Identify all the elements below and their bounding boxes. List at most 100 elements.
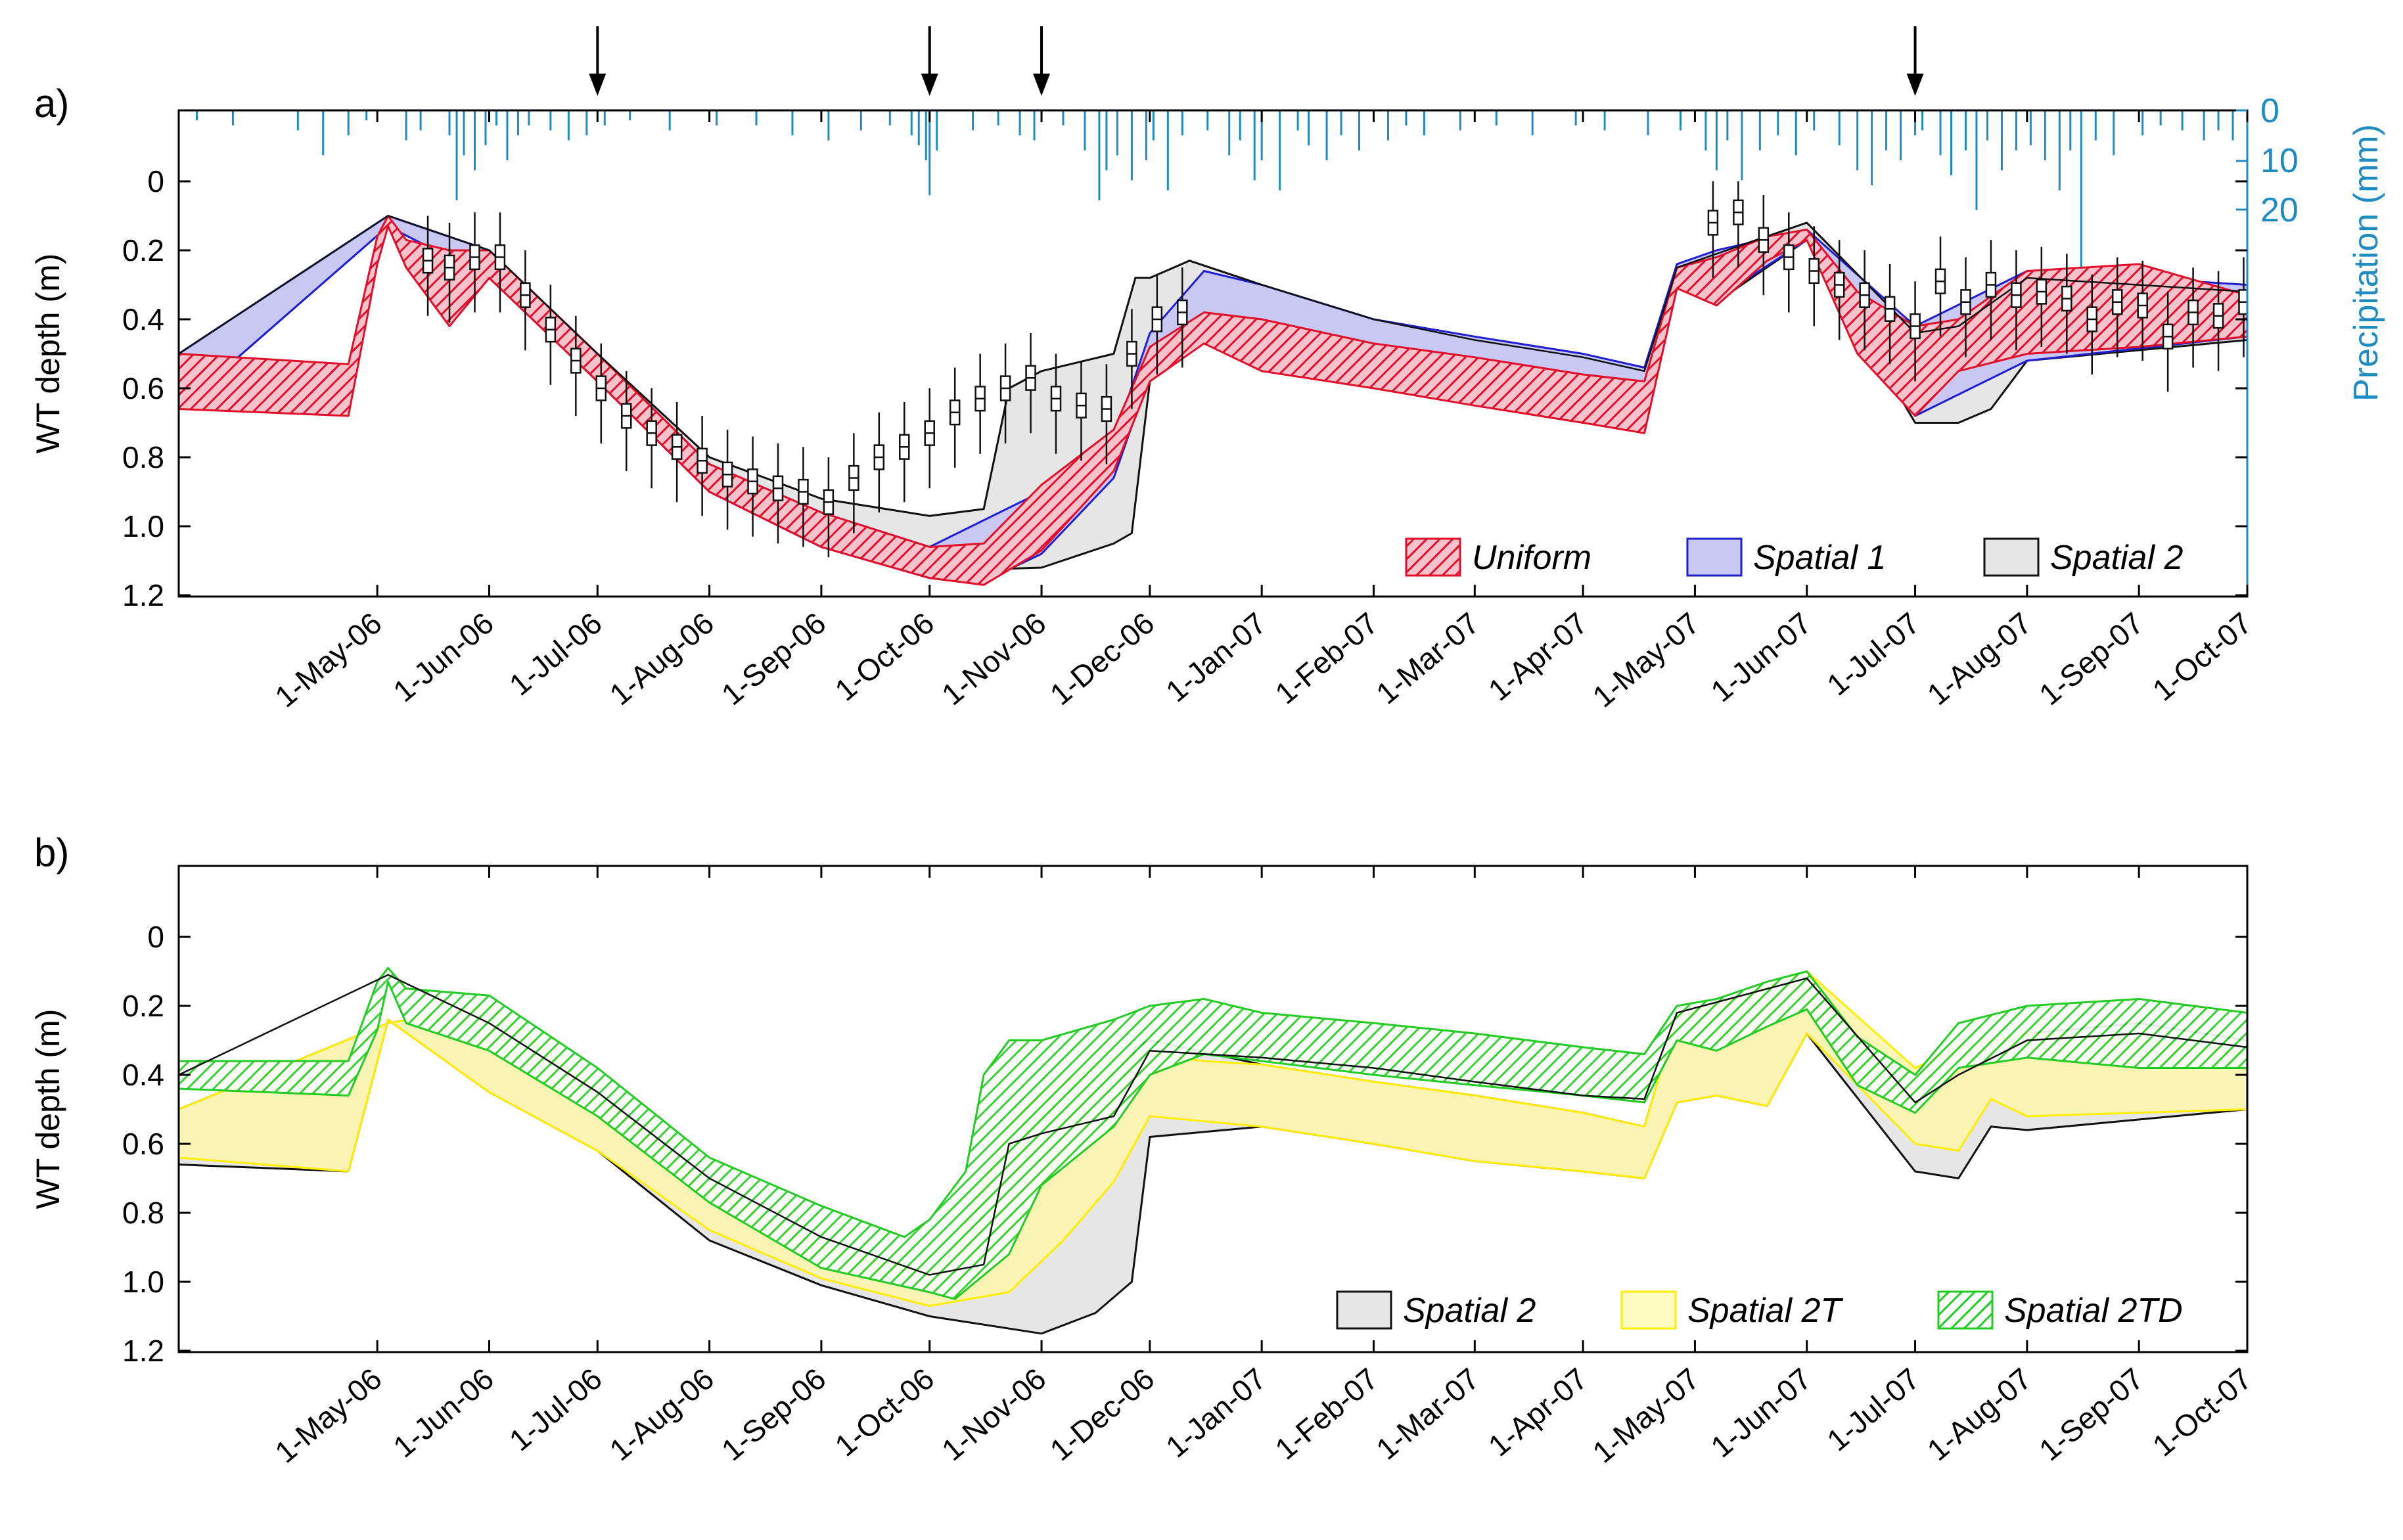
panel-a: a) 00.20.40.60.81.01.2 1-May-061-Jun-06 1… [30, 26, 2385, 714]
b-xtick-label-4: 1-Sep-06 [715, 1361, 832, 1467]
boxplot-11 [697, 416, 708, 516]
b-ytick-label-6: 1.2 [122, 1334, 164, 1368]
a-ytick-label-3: 0.6 [122, 371, 164, 405]
b-xtick-label-5: 1-Oct-06 [829, 1361, 941, 1463]
b-ytick-label-3: 0.6 [122, 1127, 164, 1161]
a-xtick-label-8: 1-Jan-07 [1159, 606, 1273, 709]
b-xtick-label-1: 1-Jun-06 [386, 1361, 500, 1464]
boxplot-42 [1985, 240, 1997, 340]
legend-label-spatial-1: Spatial 1 [1753, 539, 1886, 577]
precip-ticks: 0 10 20 [2236, 92, 2299, 229]
panel-b-areas [179, 966, 2247, 1335]
a-xtick-label-17: 1-Oct-07 [2146, 606, 2258, 708]
b-ytick-label-1: 0.2 [122, 989, 164, 1023]
a-ytick-label-1: 0.2 [122, 233, 164, 267]
boxplot-17 [848, 433, 859, 533]
boxplot-5 [545, 284, 557, 385]
b-xtick-label-14: 1-Jul-07 [1820, 1361, 1926, 1458]
boxplot-24 [1025, 333, 1036, 434]
panel-a-y-axis-title: WT depth (m) [30, 254, 66, 454]
boxplot-0 [422, 215, 434, 316]
panel-a-legend: Uniform Spatial 1 Spatial 2 [1405, 537, 2183, 577]
b-xtick-label-2: 1-Jul-06 [503, 1361, 608, 1458]
panel-b-legend: Spatial 2 Spatial 2T Spatial 2TD [1336, 1290, 2183, 1330]
boxplot-46 [2086, 274, 2098, 374]
legend-item-spatial-2: Spatial 2 [1983, 537, 2183, 577]
boxplot-38 [1884, 264, 1896, 365]
boxplot-44 [2036, 246, 2048, 347]
a-xtick-label-3: 1-Aug-06 [603, 606, 720, 712]
boxplot-6 [570, 315, 582, 416]
boxplot-7 [595, 343, 607, 443]
a-xtick-label-9: 1-Feb-07 [1268, 606, 1384, 711]
boxplot-41 [1960, 257, 1971, 357]
b-xtick-label-3: 1-Aug-06 [603, 1361, 720, 1467]
boxplot-21 [949, 367, 961, 468]
legend-item-spatial-2-b: Spatial 2 [1336, 1290, 1536, 1330]
boxplot-50 [2187, 267, 2199, 368]
event-arrows [589, 26, 1924, 96]
boxplot-18 [873, 412, 885, 512]
boxplot-3 [494, 212, 506, 313]
a-ytick-label-4: 0.8 [122, 440, 164, 474]
a-xtick-label-1: 1-Jun-06 [386, 606, 500, 709]
boxplot-8 [620, 371, 632, 471]
boxplot-14 [772, 443, 784, 544]
a-ytick-label-0: 0 [147, 164, 164, 198]
precip-tick-10: 10 [2260, 142, 2299, 180]
boxplot-10 [671, 402, 683, 503]
b-xtick-label-13: 1-Jun-07 [1705, 1361, 1818, 1464]
boxplot-48 [2137, 260, 2148, 361]
boxplot-45 [2061, 254, 2072, 354]
legend-label-spatial-2td: Spatial 2TD [2004, 1292, 2183, 1330]
b-xtick-label-7: 1-Dec-06 [1043, 1361, 1160, 1467]
boxplot-1 [444, 223, 455, 323]
boxplot-37 [1859, 250, 1870, 351]
panel-a-boxplots [422, 181, 2247, 558]
a-xtick-label-13: 1-Jun-07 [1705, 606, 1818, 709]
panel-b: b) 00.20.40.60.81.01.2 1-May-061-Jun-06 1… [30, 830, 2258, 1470]
panel-a-areas [179, 215, 2247, 586]
boxplot-49 [2162, 292, 2174, 392]
arrow-icon-1 [921, 26, 938, 96]
a-xtick-label-16: 1-Sep-07 [2032, 606, 2149, 712]
a-ytick-label-2: 0.4 [122, 302, 164, 336]
legend-item-spatial-2t: Spatial 2T [1620, 1290, 1843, 1330]
b-xtick-label-17: 1-Oct-07 [2146, 1361, 2258, 1463]
panel-b-y-axis-title: WT depth (m) [30, 1009, 66, 1210]
a-ytick-label-5: 1.0 [122, 509, 164, 543]
legend-label-uniform: Uniform [1472, 539, 1591, 577]
a-ytick-label-6: 1.2 [122, 578, 164, 612]
boxplot-33 [1758, 195, 1770, 296]
b-xtick-label-11: 1-Apr-07 [1482, 1361, 1594, 1463]
a-xtick-label-4: 1-Sep-06 [715, 606, 832, 712]
boxplot-51 [2212, 271, 2224, 371]
panel-b-axes-frame [177, 865, 2249, 1353]
b-xtick-label-6: 1-Nov-06 [935, 1361, 1052, 1467]
boxplot-15 [798, 447, 809, 547]
boxplot-16 [823, 457, 835, 558]
b-ytick-label-2: 0.4 [122, 1058, 164, 1092]
panel-a-label: a) [34, 81, 69, 125]
legend-label-spatial-2-b: Spatial 2 [1403, 1292, 1536, 1330]
a-xtick-label-6: 1-Nov-06 [935, 606, 1052, 712]
boxplot-12 [721, 430, 733, 530]
boxplot-40 [1934, 237, 1946, 337]
boxplot-32 [1733, 181, 1744, 268]
boxplot-28 [1126, 309, 1137, 409]
boxplot-47 [2111, 257, 2123, 357]
b-ytick-label-5: 1.0 [122, 1265, 164, 1299]
boxplot-25 [1050, 353, 1062, 454]
boxplot-26 [1076, 361, 1087, 461]
b-xtick-label-12: 1-May-07 [1586, 1361, 1706, 1470]
boxplot-35 [1808, 226, 1819, 327]
precip-tick-0: 0 [2260, 92, 2279, 130]
boxplot-43 [2011, 250, 2022, 351]
b-xtick-label-0: 1-May-06 [268, 1361, 388, 1470]
a-xtick-label-5: 1-Oct-06 [829, 606, 941, 708]
b-xtick-label-9: 1-Feb-07 [1268, 1361, 1384, 1466]
boxplot-31 [1707, 181, 1719, 278]
band-uniform [179, 215, 2247, 586]
a-xtick-label-15: 1-Aug-07 [1921, 606, 2038, 712]
b-xtick-label-10: 1-Mar-07 [1369, 1361, 1485, 1466]
